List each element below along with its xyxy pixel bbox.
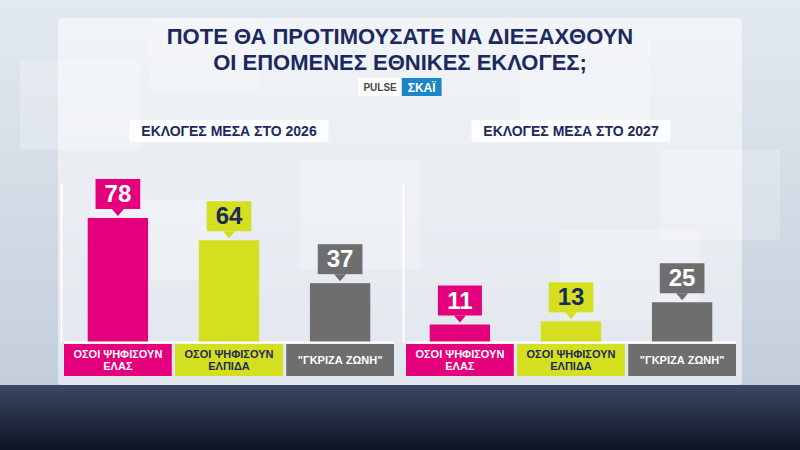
data-label-pointer xyxy=(112,209,124,216)
title: ΠΟΤΕ ΘΑ ΠΡΟΤΙΜΟΥΣΑΤΕ ΝΑ ΔΙΕΞΑΧΘΟΥΝΟΙ ΕΠΟ… xyxy=(167,24,634,75)
category-box xyxy=(175,344,283,376)
bar xyxy=(199,240,259,342)
x-tick-label: ΟΣΟΙ ΨΗΦΙΣΟΥΝΕΛΠΙΔΑ xyxy=(527,348,616,372)
x-tick-label-line: ΕΛΑΣ xyxy=(445,360,475,372)
x-tick-label-line: "ΓΚΡΙΖΑ ΖΩΝΗ" xyxy=(298,354,383,366)
data-label-box xyxy=(438,286,482,316)
category-box xyxy=(64,344,172,376)
data-label: 11 xyxy=(447,287,472,314)
data-label-group: 13 xyxy=(549,282,594,319)
data-label-group: 25 xyxy=(660,263,705,300)
title-line: ΠΟΤΕ ΘΑ ΠΡΟΤΙΜΟΥΣΑΤΕ ΝΑ ΔΙΕΞΑΧΘΟΥΝ xyxy=(167,24,634,49)
bar xyxy=(430,325,490,342)
x-axis: ΟΣΟΙ ΨΗΦΙΣΟΥΝΕΛΑΣΟΣΟΙ ΨΗΦΙΣΟΥΝΕΛΠΙΔΑ"ΓΚΡ… xyxy=(406,343,737,377)
x-tick-label: "ΓΚΡΙΖΑ ΖΩΝΗ" xyxy=(640,354,725,366)
y-axis-line xyxy=(403,184,405,343)
x-tick: ΟΣΟΙ ΨΗΦΙΣΟΥΝΕΛΑΣ xyxy=(406,344,514,376)
data-label-pointer xyxy=(334,274,346,281)
x-tick-label-line: "ΓΚΡΙΖΑ ΖΩΝΗ" xyxy=(640,354,725,366)
x-tick-label-line: ΟΣΟΙ ΨΗΦΙΣΟΥΝ xyxy=(185,348,274,360)
x-tick-label-line: ΟΣΟΙ ΨΗΦΙΣΟΥΝ xyxy=(527,348,616,360)
panel-title: ΕΚΛΟΓΕΣ ΜΕΣΑ ΣΤΟ 2027 xyxy=(483,123,659,139)
panel-title: ΕΚΛΟΓΕΣ ΜΕΣΑ ΣΤΟ 2026 xyxy=(141,123,317,139)
data-label: 64 xyxy=(216,202,243,229)
x-tick: ΟΣΟΙ ΨΗΦΙΣΟΥΝΕΛΠΙΔΑ xyxy=(517,344,625,376)
x-tick: ΟΣΟΙ ΨΗΦΙΣΟΥΝΕΛΑΣ xyxy=(64,344,172,376)
data-label-box xyxy=(549,282,594,312)
chart-root: ΠΟΤΕ ΘΑ ΠΡΟΤΙΜΟΥΣΑΤΕ ΝΑ ΔΙΕΞΑΧΘΟΥΝΟΙ ΕΠΟ… xyxy=(0,0,800,450)
panel-title-box xyxy=(471,120,670,142)
title-line: ΟΙ ΕΠΟΜΕΝΕΣ ΕΘΝΙΚΕΣ ΕΚΛΟΓΕΣ; xyxy=(213,50,587,75)
logo-skai: ΣΚΑΪ xyxy=(408,80,437,95)
data-label-pointer xyxy=(454,316,466,323)
logo-pulse: PULSE xyxy=(363,82,397,93)
x-tick: ΟΣΟΙ ΨΗΦΙΣΟΥΝΕΛΠΙΔΑ xyxy=(175,344,283,376)
panel-glass xyxy=(58,18,742,385)
category-box xyxy=(517,344,625,376)
data-label: 25 xyxy=(669,264,696,291)
data-label-box xyxy=(207,201,252,231)
data-label-group: 11 xyxy=(438,286,482,323)
data-label-box xyxy=(660,263,705,293)
x-axis: ΟΣΟΙ ΨΗΦΙΣΟΥΝΕΛΑΣΟΣΟΙ ΨΗΦΙΣΟΥΝΕΛΠΙΔΑ"ΓΚΡ… xyxy=(64,343,395,377)
bars xyxy=(88,218,371,342)
data-labels: 11 13 25 xyxy=(438,263,705,322)
x-tick-label: ΟΣΟΙ ΨΗΦΙΣΟΥΝΕΛΠΙΔΑ xyxy=(185,348,274,372)
logo-skai-box xyxy=(402,78,442,96)
data-label-box xyxy=(318,244,363,274)
x-tick-label: ΟΣΟΙ ΨΗΦΙΣΟΥΝΕΛΑΣ xyxy=(415,348,504,372)
data-label: 78 xyxy=(105,180,132,207)
x-tick-label-line: ΟΣΟΙ ΨΗΦΙΣΟΥΝ xyxy=(415,348,504,360)
bar xyxy=(88,218,148,342)
data-label-pointer xyxy=(565,312,577,319)
y-axis xyxy=(61,184,62,343)
panel: ΕΚΛΟΓΕΣ ΜΕΣΑ ΣΤΟ 2027ΟΣΟΙ ΨΗΦΙΣΟΥΝΕΛΑΣΟΣ… xyxy=(404,120,737,376)
data-label-box xyxy=(96,179,141,209)
bar xyxy=(541,321,601,342)
data-label-pointer xyxy=(676,293,688,300)
logos: PULSE ΣΚΑΪ xyxy=(358,78,441,96)
x-tick-label-line: ΟΣΟΙ ΨΗΦΙΣΟΥΝ xyxy=(73,348,162,360)
data-label-group: 64 xyxy=(207,201,252,238)
x-axis-line xyxy=(65,342,395,344)
x-tick-label-line: ΕΛΑΣ xyxy=(103,360,133,372)
panel: ΕΚΛΟΓΕΣ ΜΕΣΑ ΣΤΟ 2026ΟΣΟΙ ΨΗΦΙΣΟΥΝΕΛΑΣΟΣ… xyxy=(62,120,395,376)
floor xyxy=(0,385,800,450)
data-label-pointer xyxy=(223,231,235,238)
x-tick-label-line: ΕΛΠΙΔΑ xyxy=(208,360,250,372)
x-tick-label: "ΓΚΡΙΖΑ ΖΩΝΗ" xyxy=(298,354,383,366)
x-tick: "ΓΚΡΙΖΑ ΖΩΝΗ" xyxy=(286,344,394,376)
data-label: 37 xyxy=(327,245,354,272)
bar xyxy=(310,283,370,342)
category-box xyxy=(628,344,736,376)
y-axis-line xyxy=(61,184,63,343)
x-tick-label-line: ΕΛΠΙΔΑ xyxy=(550,360,592,372)
x-axis-line xyxy=(407,342,737,344)
panel-title-box xyxy=(129,120,328,142)
background xyxy=(0,0,800,450)
logo-pulse-box xyxy=(358,78,401,96)
data-label: 13 xyxy=(558,283,585,310)
category-box xyxy=(406,344,514,376)
category-box xyxy=(286,344,394,376)
y-axis xyxy=(403,184,404,343)
data-labels: 78 64 37 xyxy=(96,179,363,281)
x-tick: "ΓΚΡΙΖΑ ΖΩΝΗ" xyxy=(628,344,736,376)
data-label-group: 37 xyxy=(318,244,363,281)
data-label-group: 78 xyxy=(96,179,141,216)
bar xyxy=(652,302,712,342)
x-tick-label: ΟΣΟΙ ΨΗΦΙΣΟΥΝΕΛΑΣ xyxy=(73,348,162,372)
